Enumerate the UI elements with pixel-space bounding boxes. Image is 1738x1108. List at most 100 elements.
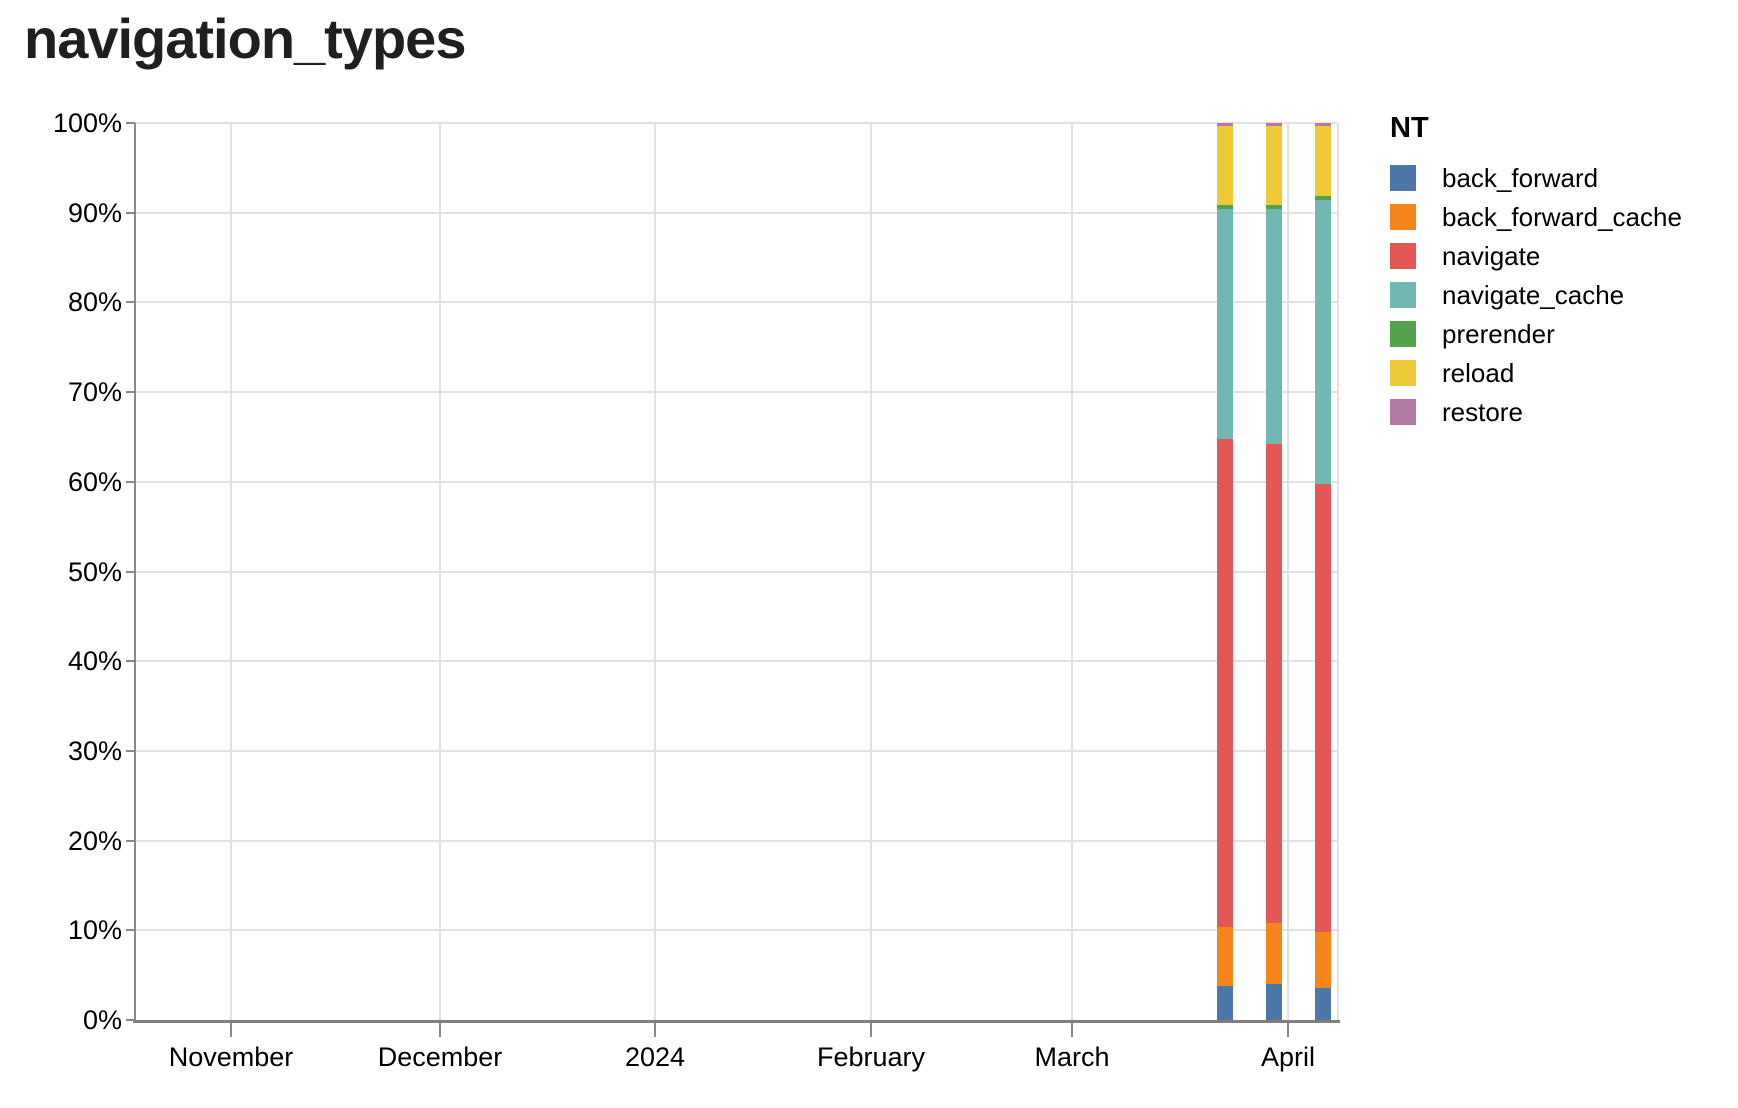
bar-segment-navigate[interactable] <box>1217 438 1233 927</box>
bar-segment-prerender[interactable] <box>1315 195 1331 201</box>
bar-segment-navigate_cache[interactable] <box>1315 200 1331 485</box>
y-axis-line <box>134 123 136 1022</box>
y-tick <box>126 839 135 842</box>
y-tick <box>126 570 135 573</box>
y-axis-label: 20% <box>67 825 122 856</box>
bar-group <box>1217 123 1233 1020</box>
x-gridline <box>1287 123 1289 1020</box>
bar-segment-restore[interactable] <box>1315 123 1331 126</box>
bar-segment-back_forward_cache[interactable] <box>1266 923 1282 985</box>
x-axis-label: December <box>377 1042 503 1072</box>
bar-segment-navigate[interactable] <box>1315 484 1331 933</box>
x-gridline <box>654 123 656 1020</box>
bar-segment-navigate_cache[interactable] <box>1217 209 1233 439</box>
y-gridline <box>135 660 1338 663</box>
y-gridline <box>135 391 1338 394</box>
x-gridline <box>870 123 872 1020</box>
legend-swatch-navigate_cache <box>1390 282 1416 308</box>
bar-segment-prerender[interactable] <box>1266 204 1282 210</box>
y-tick <box>126 301 135 304</box>
legend-item-prerender: prerender <box>1390 318 1682 349</box>
y-gridline <box>135 929 1338 932</box>
bar-segment-back_forward_cache[interactable] <box>1315 932 1331 988</box>
y-axis-label: 40% <box>67 646 122 677</box>
x-gridline <box>1071 123 1073 1020</box>
x-tick <box>654 1023 656 1037</box>
bar-segment-back_forward[interactable] <box>1266 984 1282 1020</box>
legend-item-back_forward: back_forward <box>1390 162 1682 193</box>
legend-label: navigate <box>1442 240 1541 271</box>
x-gridline <box>439 123 441 1020</box>
legend-item-navigate_cache: navigate_cache <box>1390 279 1682 310</box>
y-axis-label: 80% <box>67 287 122 318</box>
y-gridline <box>135 480 1338 483</box>
legend-label: restore <box>1442 396 1523 427</box>
legend-item-reload: reload <box>1390 357 1682 388</box>
bar-segment-reload[interactable] <box>1217 125 1233 205</box>
x-axis-label: March <box>1034 1042 1110 1072</box>
legend-swatch-reload <box>1390 360 1416 386</box>
y-axis-label: 10% <box>67 915 122 946</box>
legend-item-restore: restore <box>1390 396 1682 427</box>
legend-items: back_forward back_forward_cache navigate na… <box>1390 162 1682 427</box>
legend-title: NT <box>1390 112 1429 144</box>
legend-label: navigate_cache <box>1442 279 1625 310</box>
legend-label: back_forward_cache <box>1442 201 1682 232</box>
bar-segment-reload[interactable] <box>1266 125 1282 205</box>
y-tick <box>126 480 135 483</box>
x-tick <box>1287 1023 1289 1037</box>
y-axis-label: 90% <box>67 197 122 228</box>
legend-swatch-back_forward <box>1390 165 1416 191</box>
legend-swatch-back_forward_cache <box>1390 204 1416 230</box>
x-gridline-right-edge <box>1337 123 1339 1020</box>
x-axis-label: 2024 <box>624 1042 686 1072</box>
bar-segment-navigate_cache[interactable] <box>1266 209 1282 445</box>
chart-title: navigation_types <box>24 7 466 70</box>
y-tick <box>126 211 135 214</box>
bar-segment-prerender[interactable] <box>1217 204 1233 210</box>
y-axis-label: 70% <box>67 377 122 408</box>
legend-swatch-prerender <box>1390 321 1416 347</box>
y-axis-label: 100% <box>52 108 122 138</box>
y-gridline <box>135 570 1338 573</box>
x-axis-line <box>133 1020 1340 1023</box>
y-tick <box>126 660 135 663</box>
legend-swatch-navigate <box>1390 243 1416 269</box>
x-axis-label: November <box>168 1042 294 1072</box>
y-tick <box>126 391 135 394</box>
y-tick <box>126 749 135 752</box>
x-axis-label: April <box>1260 1042 1316 1072</box>
y-axis-label: 30% <box>67 735 122 766</box>
x-tick <box>1071 1023 1073 1037</box>
plot-area <box>135 122 1339 1020</box>
y-tick <box>126 122 135 124</box>
y-gridline <box>135 122 1338 124</box>
y-gridline <box>135 211 1338 214</box>
bar-segment-restore[interactable] <box>1266 123 1282 126</box>
legend-label: prerender <box>1442 318 1555 349</box>
legend-item-navigate: navigate <box>1390 240 1682 271</box>
y-axis-label: 0% <box>82 1005 122 1035</box>
x-tick <box>870 1023 872 1037</box>
x-gridline <box>230 123 232 1020</box>
y-axis-label: 60% <box>67 466 122 497</box>
y-axis-label: 50% <box>67 556 122 587</box>
legend-item-back_forward_cache: back_forward_cache <box>1390 201 1682 232</box>
bar-group <box>1266 123 1282 1020</box>
bar-segment-back_forward_cache[interactable] <box>1217 926 1233 986</box>
x-tick <box>230 1023 232 1037</box>
x-tick <box>439 1023 441 1037</box>
bar-segment-restore[interactable] <box>1217 123 1233 126</box>
y-gridline <box>135 749 1338 752</box>
legend-swatch-restore <box>1390 399 1416 425</box>
legend-label: back_forward <box>1442 162 1599 193</box>
bar-segment-back_forward[interactable] <box>1315 987 1331 1020</box>
bar-segment-navigate[interactable] <box>1266 444 1282 924</box>
y-tick <box>126 929 135 932</box>
bar-segment-reload[interactable] <box>1315 125 1331 196</box>
legend-label: reload <box>1442 357 1515 388</box>
bar-segment-back_forward[interactable] <box>1217 985 1233 1020</box>
bar-group <box>1315 123 1331 1020</box>
